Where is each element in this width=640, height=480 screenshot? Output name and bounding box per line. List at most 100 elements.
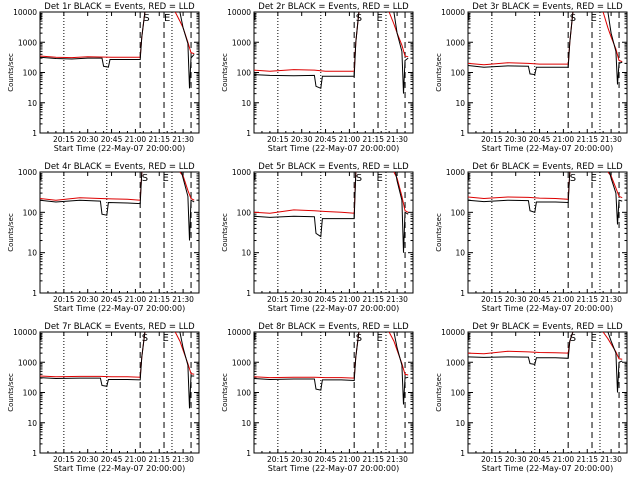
x-tick-label: 21:00 [553, 295, 575, 304]
x-axis-label: Start Time (22-May-07 20:00:00) [482, 304, 613, 313]
chart-title: Det 6r BLACK = Events, RED = LLD [472, 162, 623, 172]
x-tick-label: 20:45 [315, 455, 337, 464]
series-lld-line [393, 172, 409, 213]
series-events-line [468, 332, 574, 365]
series-events-line [179, 12, 195, 89]
x-axis-label: Start Time (22-May-07 20:00:00) [268, 304, 399, 313]
annotation-label: E [590, 333, 596, 344]
series-lld-line [179, 172, 195, 201]
x-tick-label: 20:30 [505, 295, 527, 304]
x-tick-label: 20:45 [529, 295, 551, 304]
y-tick-label: 1 [246, 289, 251, 298]
y-tick-label: 10 [241, 419, 251, 428]
y-tick-label: 10 [241, 99, 251, 108]
y-axis-label: Counts/sec [435, 213, 443, 252]
y-tick-label: 1 [460, 289, 465, 298]
y-axis-label: Counts/sec [7, 373, 15, 412]
x-tick-label: 21:00 [339, 295, 361, 304]
annotation-label: E [376, 13, 382, 24]
x-tick-label: 20:15 [267, 455, 289, 464]
x-tick-label: 20:30 [77, 455, 99, 464]
x-axis-label: Start Time (22-May-07 20:00:00) [482, 464, 613, 473]
x-tick-label: 21:15 [576, 455, 598, 464]
x-tick-label: 21:30 [600, 295, 622, 304]
y-tick-label: 100 [451, 389, 466, 398]
series-events-line [181, 172, 195, 241]
x-tick-label: 21:15 [148, 455, 170, 464]
x-tick-label: 20:15 [481, 455, 503, 464]
x-tick-label: 20:30 [505, 135, 527, 144]
x-tick-label: 21:00 [125, 135, 147, 144]
x-tick-label: 20:15 [481, 295, 503, 304]
series-events-line [254, 332, 360, 391]
x-tick-label: 20:30 [77, 135, 99, 144]
y-tick-label: 100 [237, 389, 252, 398]
x-axis-label: Start Time (22-May-07 20:00:00) [482, 144, 613, 153]
x-tick-label: 21:30 [386, 295, 408, 304]
x-tick-label: 20:30 [291, 135, 313, 144]
series-lld-line [40, 172, 143, 201]
annotation-label: S [356, 13, 362, 24]
x-tick-label: 21:15 [148, 135, 170, 144]
y-tick-label: 10000 [441, 328, 465, 337]
chart-title: Det 3r BLACK = Events, RED = LLD [472, 2, 623, 12]
chart-title: Det 4r BLACK = Events, RED = LLD [44, 162, 195, 172]
y-tick-label: 1000 [446, 168, 465, 177]
annotation-label: S [356, 333, 362, 344]
y-tick-label: 100 [23, 69, 38, 78]
y-axis-label: Counts/sec [221, 373, 229, 412]
y-tick-label: 100 [237, 208, 252, 217]
series-events-line [468, 12, 574, 76]
y-tick-label: 1000 [232, 38, 251, 47]
annotation-label: E [376, 173, 382, 184]
annotation-label: S [570, 173, 576, 184]
annotation-label: S [356, 173, 362, 184]
y-tick-label: 1 [246, 129, 251, 138]
annotation-label: S [142, 173, 148, 184]
annotation-label: E [162, 173, 168, 184]
x-tick-label: 21:30 [172, 295, 194, 304]
series-lld-line [40, 332, 146, 378]
series-events-line [254, 172, 357, 238]
series-events-line [609, 172, 623, 225]
y-axis-label: Counts/sec [221, 213, 229, 252]
annotation-label: S [570, 333, 576, 344]
series-lld-line [254, 172, 357, 214]
series-events-line [40, 12, 146, 68]
series-lld-line [254, 332, 360, 379]
x-tick-label: 20:45 [101, 295, 123, 304]
annotation-label: E [162, 333, 168, 344]
y-tick-label: 10 [455, 99, 465, 108]
x-tick-label: 21:30 [386, 135, 408, 144]
y-tick-label: 1 [32, 289, 37, 298]
x-axis-label: Start Time (22-May-07 20:00:00) [54, 144, 185, 153]
x-axis-label: Start Time (22-May-07 20:00:00) [268, 144, 399, 153]
y-tick-label: 10000 [227, 328, 251, 337]
y-tick-label: 100 [23, 208, 38, 217]
x-tick-label: 20:30 [291, 455, 313, 464]
chart-title: Det 1r BLACK = Events, RED = LLD [44, 2, 195, 12]
y-tick-label: 10000 [441, 8, 465, 17]
x-tick-label: 20:30 [505, 455, 527, 464]
y-tick-label: 1 [246, 449, 251, 458]
x-axis-label: Start Time (22-May-07 20:00:00) [54, 464, 185, 473]
y-tick-label: 10000 [13, 8, 37, 17]
x-tick-label: 21:30 [600, 455, 622, 464]
x-tick-label: 21:00 [553, 135, 575, 144]
series-events-line [179, 332, 195, 409]
series-events-line [254, 12, 360, 90]
annotation-label: E [376, 333, 382, 344]
x-tick-label: 21:00 [125, 295, 147, 304]
y-tick-label: 1000 [446, 38, 465, 47]
series-events-line [393, 332, 409, 405]
annotation-label: S [142, 333, 148, 344]
y-tick-label: 10 [27, 249, 37, 258]
series-lld-line [388, 12, 409, 58]
y-tick-label: 10 [27, 419, 37, 428]
series-lld-line [468, 332, 574, 355]
